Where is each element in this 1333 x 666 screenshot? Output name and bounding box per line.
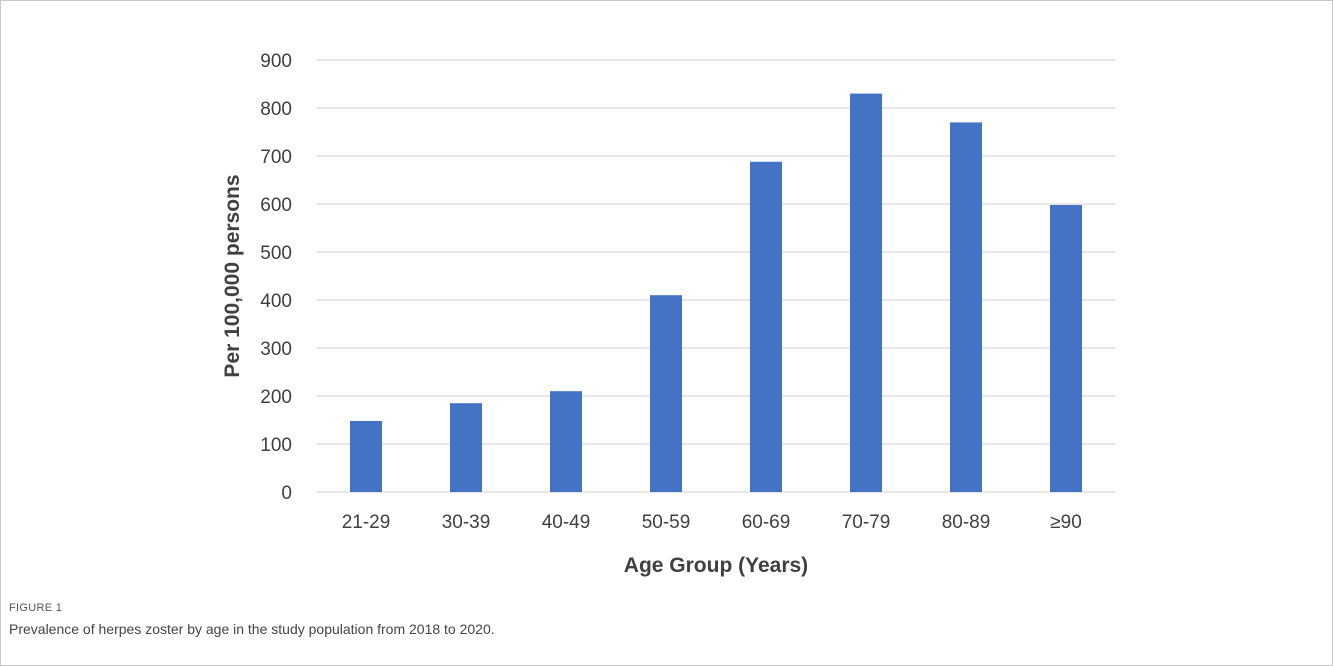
bar-80-89 [950, 122, 982, 493]
y-tick-label: 200 [260, 387, 292, 408]
bar-50-59 [650, 295, 682, 492]
x-tick-label: 40-49 [542, 512, 591, 533]
x-tick-label: 21-29 [342, 512, 391, 533]
y-tick-label: 300 [260, 339, 292, 360]
bar-21-29 [350, 420, 382, 492]
x-tick-labels: 21-29 30-39 40-49 50-59 60-69 70-79 80-89 ≥90 [342, 512, 1082, 533]
x-tick-label: 30-39 [442, 512, 491, 533]
x-tick-label: 80-89 [942, 512, 991, 533]
bar-70-79 [850, 93, 882, 492]
bar-≥90 [1050, 204, 1082, 492]
x-tick-label: 70-79 [842, 512, 891, 533]
y-tick-label: 500 [260, 243, 292, 264]
y-tick-label: 800 [260, 99, 292, 120]
figure-caption: Prevalence of herpes zoster by age in th… [9, 621, 495, 637]
y-tick-label: 400 [260, 291, 292, 312]
figure-label: FIGURE 1 [9, 602, 63, 614]
y-axis-title: Per 100,000 persons [221, 174, 244, 377]
y-tick-label: 0 [281, 483, 292, 504]
bar-30-39 [450, 403, 482, 492]
x-tick-label: 60-69 [742, 512, 791, 533]
y-tick-label: 900 [260, 51, 292, 72]
x-tick-label: ≥90 [1050, 512, 1082, 533]
bar-40-49 [550, 391, 582, 492]
bars [350, 93, 1082, 493]
y-tick-label: 700 [260, 147, 292, 168]
bar-60-69 [750, 161, 782, 492]
y-tick-labels: 0 100 200 300 400 500 600 700 800 900 [260, 51, 292, 504]
bar-chart: 0 100 200 300 400 500 600 700 800 900 21-29 30-39 4… [221, 51, 1116, 577]
x-tick-label: 50-59 [642, 512, 691, 533]
y-tick-label: 100 [260, 435, 292, 456]
gridlines [316, 59, 1116, 493]
y-tick-label: 600 [260, 195, 292, 216]
x-axis-title: Age Group (Years) [624, 554, 808, 577]
